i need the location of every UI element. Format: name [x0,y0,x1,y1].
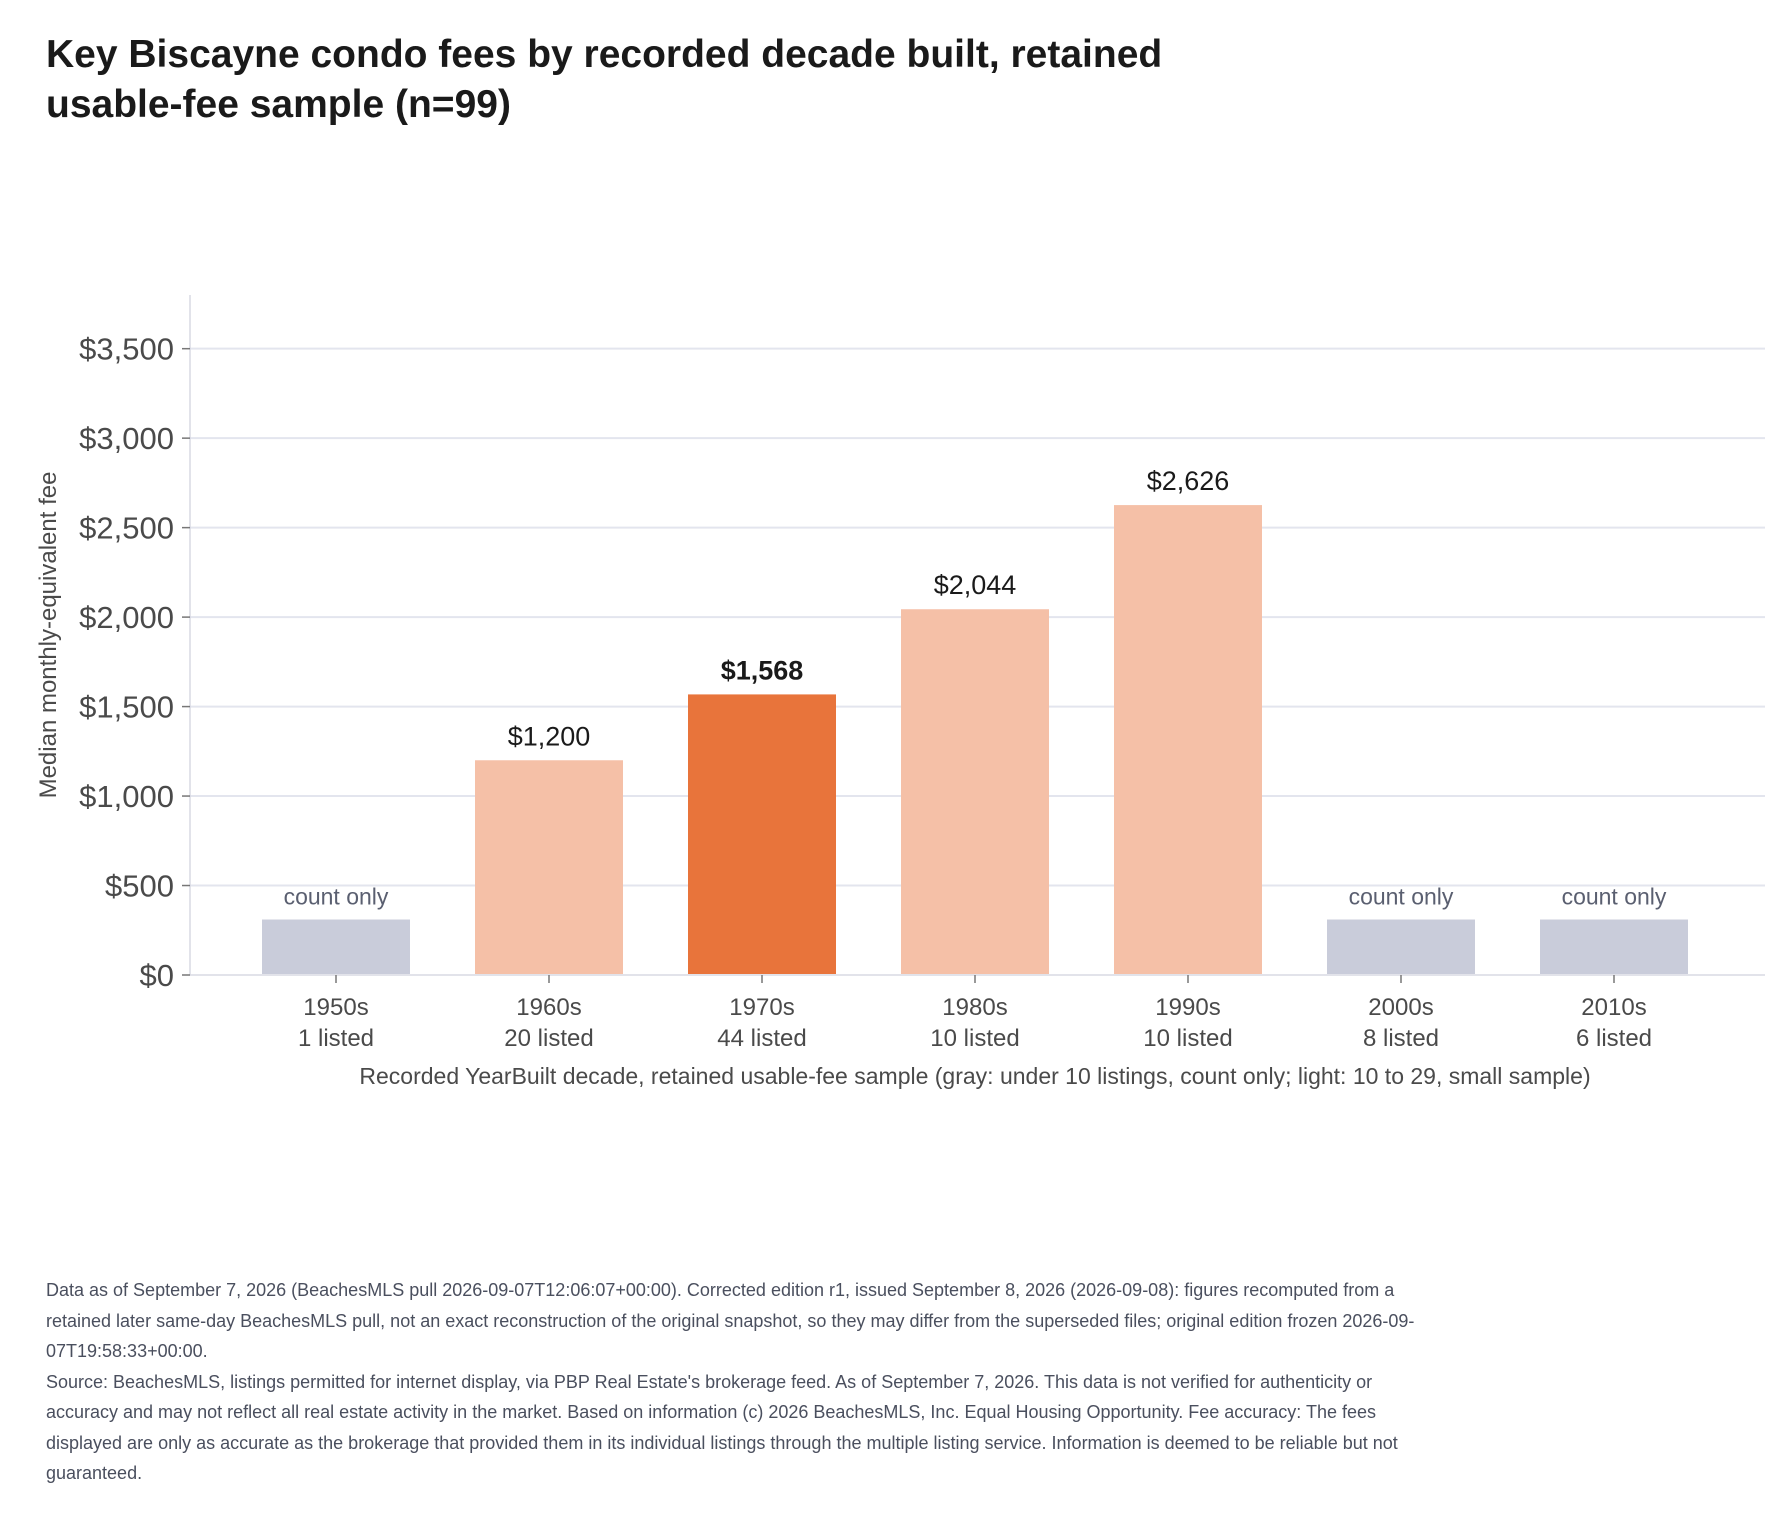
x-tick-label-count: 8 listed [1363,1025,1439,1052]
y-tick-label: $2,000 [79,600,174,635]
chart-title-line-1: Key Biscayne condo fees by recorded deca… [46,33,1163,76]
y-tick-labels: $0 $500 $1,000 $1,500 $2,000 $2,500 $3,000 $3,5… [79,332,190,993]
bar-label-2010s: count only [1562,884,1667,910]
y-tick-label: $500 [105,869,174,904]
x-tick-label-decade: 2000s [1368,994,1433,1021]
bar-label-1990s: $2,626 [1147,466,1230,496]
bar-1980s [901,609,1049,974]
x-tick-label-decade: 1970s [729,994,794,1021]
bar-value-labels: count only $1,200 $1,568 $2,044 $2,626 count … [284,466,1667,909]
x-tick-label-count: 1 listed [298,1025,374,1052]
bar-2010s [1540,919,1688,974]
y-tick-label: $2,500 [79,511,174,546]
y-tick-label: $0 [140,958,174,993]
bar-1990s [1114,505,1262,974]
bar-2000s [1327,919,1475,974]
y-tick-label: $1,000 [79,779,174,814]
bar-label-1950s: count only [284,884,389,910]
x-tick-label-count: 10 listed [1143,1025,1232,1052]
y-tick-label: $3,500 [79,332,174,367]
x-tick-label-count: 10 listed [930,1025,1019,1052]
bar-label-1970s: $1,568 [721,655,804,685]
axes [189,295,1765,976]
x-tick-label-count: 6 listed [1576,1025,1652,1052]
bar-1970s [688,694,836,974]
x-axis-label: Recorded YearBuilt decade, retained usab… [359,1063,1590,1089]
y-axis-label: Median monthly-equivalent fee [35,472,62,799]
x-tick-label-decade: 1990s [1155,994,1220,1021]
bar-label-1980s: $2,044 [934,570,1017,600]
bar-1960s [475,760,623,974]
footnote: Data as of September 7, 2026 (BeachesMLS… [46,1275,1426,1489]
chart-title: Key Biscayne condo fees by recorded deca… [46,30,1246,130]
bar-1950s [262,919,410,974]
x-tick-labels: 1950s 1 listed 1960s 20 listed 1970s 44 liste… [298,975,1652,1052]
x-tick-label-decade: 2010s [1581,994,1646,1021]
x-tick-label-count: 20 listed [504,1025,593,1052]
footnote-source-note: Source: BeachesMLS, listings permitted f… [46,1371,1398,1484]
x-tick-label-decade: 1980s [942,994,1007,1021]
y-tick-label: $3,000 [79,421,174,456]
x-tick-label-decade: 1950s [303,994,368,1021]
footnote-data-note: Data as of September 7, 2026 (BeachesMLS… [46,1280,1415,1361]
bar-label-2000s: count only [1349,884,1454,910]
bar-label-1960s: $1,200 [508,721,591,751]
chart-title-line-2: usable-fee sample (n=99) [46,83,511,126]
bars [262,505,1688,974]
x-tick-label-decade: 1960s [516,994,581,1021]
y-tick-label: $1,500 [79,690,174,725]
x-tick-label-count: 44 listed [717,1025,806,1052]
